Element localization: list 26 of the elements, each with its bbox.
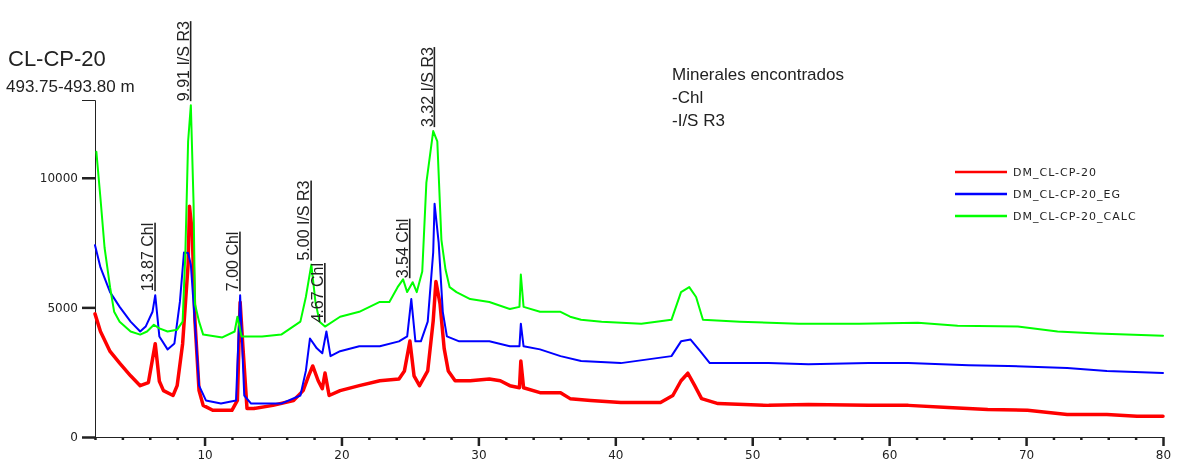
- x-tick-label: 60: [882, 447, 898, 462]
- x-tick-label: 70: [1018, 447, 1035, 462]
- y-tick-label: 0: [70, 430, 78, 445]
- annotation: -Chl: [672, 88, 704, 107]
- legend-label: DM_CL-CP-20_EG: [1013, 188, 1122, 201]
- annotation: 3.32 I/S R3: [418, 46, 436, 128]
- x-tick-label: 50: [745, 447, 761, 462]
- x-tick-label: 20: [334, 447, 350, 462]
- x-tick-label: 30: [471, 447, 487, 462]
- annotation: 3.54 Chl: [393, 218, 411, 279]
- x-tick-label: 40: [608, 447, 624, 462]
- annotation: 5.00 I/S R3: [295, 180, 313, 261]
- legend-label: DM_CL-CP-20_CALC: [1013, 210, 1137, 223]
- chart-subtitle: 493.75-493.80 m: [6, 77, 135, 96]
- legend-label: DM_CL-CP-20: [1013, 166, 1098, 179]
- annotation: -I/S R3: [672, 111, 725, 130]
- chart-title: CL-CP-20: [8, 46, 106, 71]
- x-tick-label: 80: [1155, 447, 1172, 462]
- annotation: 4.67 Chl: [309, 262, 327, 323]
- y-tick-label: 10000: [39, 171, 78, 186]
- annotation: 9.91 I/S R3: [174, 21, 192, 102]
- text: Minerales encontrados: [672, 65, 844, 84]
- annotation: 13.87 Chl: [139, 222, 157, 292]
- y-tick-label: 5000: [47, 300, 78, 315]
- annotation: 7.00 Chl: [224, 231, 242, 292]
- x-tick-label: 10: [197, 447, 213, 462]
